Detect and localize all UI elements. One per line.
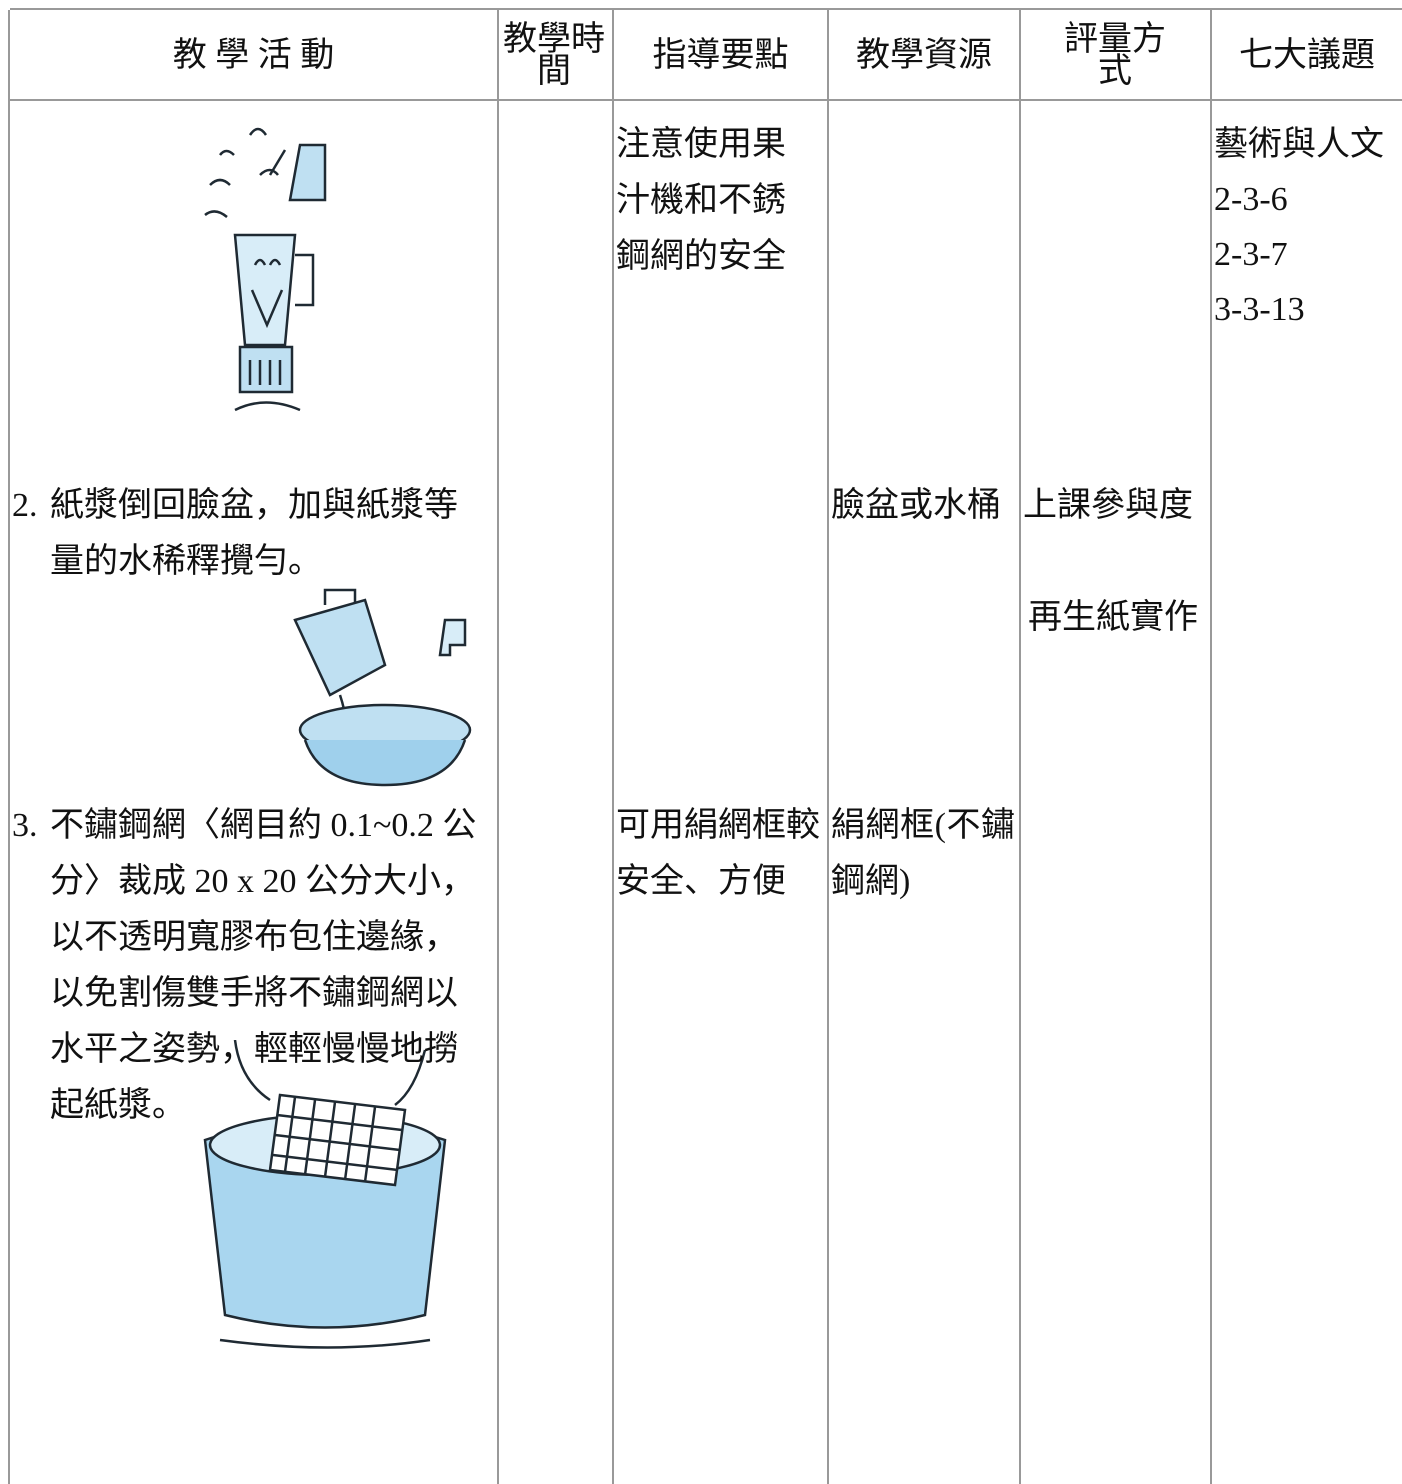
- topics: 藝術與人文 2-3-6 2-3-7 3-3-13: [1214, 117, 1394, 337]
- item-number: 3.: [12, 807, 38, 844]
- assessment-text: 上課參與度: [1023, 487, 1193, 524]
- rule: [10, 8, 1402, 10]
- header-cell: 教 學 活 動: [172, 37, 335, 74]
- pouring-illustration: [293, 588, 472, 787]
- item-number: 2.: [12, 487, 38, 524]
- header-cell: 教學時間: [503, 21, 605, 90]
- rule: [1210, 10, 1212, 1484]
- rule: [1019, 10, 1021, 1484]
- resource-text: 臉盆或水桶: [831, 487, 1001, 524]
- resource-text: 絹網框(不鏽鋼網): [831, 807, 1015, 900]
- header-cell: 評量方式: [1064, 21, 1166, 90]
- activity-text: 不鏽鋼網〈網目約 0.1~0.2 公分〉裁成 20 x 20 公分大小，以不透明…: [50, 807, 477, 1124]
- topic: 3-3-13: [1214, 291, 1305, 328]
- rule: [8, 10, 10, 1484]
- topic: 藝術與人文: [1214, 126, 1384, 163]
- topic: 2-3-6: [1214, 181, 1288, 218]
- assessment-text: 再生紙實作: [1028, 599, 1198, 636]
- activity-text: 紙漿倒回臉盆，加與紙漿等量的水稀釋攪勻。: [50, 487, 458, 580]
- guidance-text: 注意使用果汁機和不銹鋼網的安全: [616, 126, 786, 275]
- rule: [497, 10, 499, 1484]
- guidance-text: 可用絹網框較安全、方便: [616, 807, 820, 900]
- header-cell: 七大議題: [1239, 37, 1375, 74]
- blender-illustration: [204, 127, 327, 412]
- rule: [827, 10, 829, 1484]
- header-cell: 教學資源: [856, 37, 992, 74]
- tub-illustration: [203, 1040, 447, 1349]
- rule: [10, 99, 1402, 101]
- topic: 2-3-7: [1214, 236, 1288, 273]
- header-cell: 指導要點: [652, 37, 789, 74]
- rule: [612, 10, 614, 1484]
